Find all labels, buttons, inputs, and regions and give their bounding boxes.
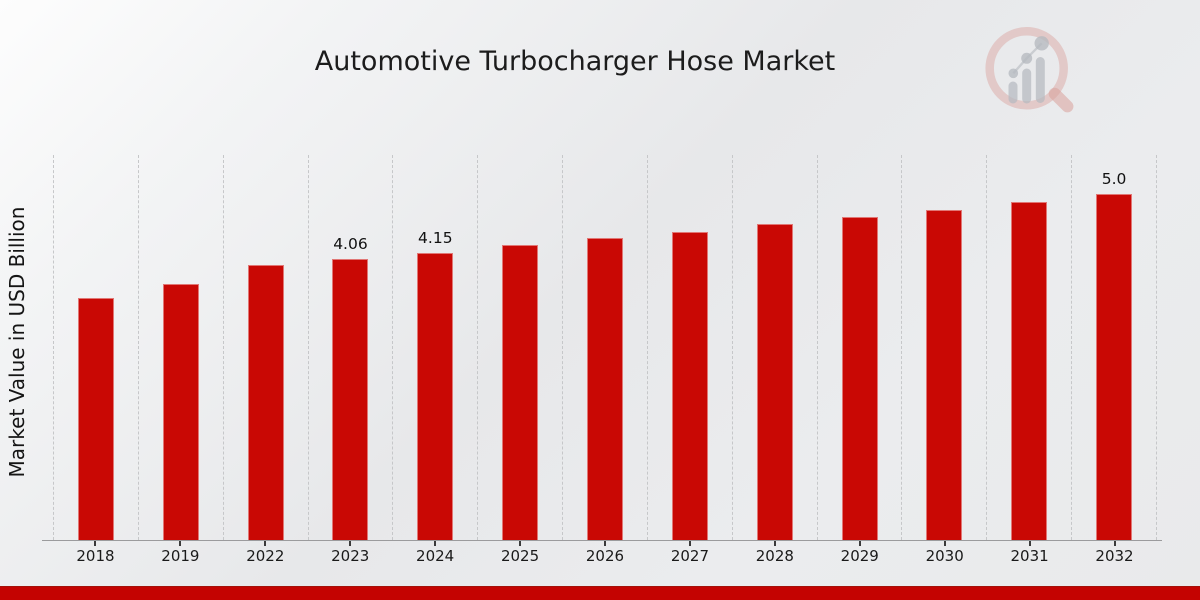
bar-2029: [841, 217, 878, 540]
x-axis-category-2029: 2029: [817, 541, 902, 565]
x-axis-tick: [519, 541, 522, 546]
bar-value-label-2032: 5.0: [1101, 170, 1127, 188]
x-axis-tick-label: 2031: [1010, 547, 1049, 565]
x-axis-tick-label: 2019: [161, 547, 200, 565]
x-axis-line: [42, 540, 1162, 541]
bar-2025: [502, 245, 539, 540]
x-axis-category-2022: 2022: [223, 541, 308, 565]
x-axis-category-2028: 2028: [732, 541, 817, 565]
plot-column-2025: [477, 155, 562, 540]
x-axis-tick-label: 2027: [670, 547, 709, 565]
x-axis-tick: [773, 541, 776, 546]
x-axis-category-2025: 2025: [478, 541, 563, 565]
bar-value-label-2024: 4.15: [418, 229, 453, 247]
plot-column-2031: [986, 155, 1071, 540]
x-axis-tick-label: 2028: [755, 547, 794, 565]
chart-title: Automotive Turbocharger Hose Market: [314, 46, 836, 77]
plot-column-2022: [222, 155, 308, 540]
x-axis-category-2031: 2031: [987, 541, 1072, 565]
magnifier-growth-chart-watermark-icon: [985, 27, 1074, 113]
x-axis-tick-label: 2024: [416, 547, 455, 565]
bar-2028: [756, 224, 793, 540]
plot-column-2019: [137, 155, 223, 540]
x-axis-category-2030: 2030: [902, 541, 987, 565]
x-axis-tick-label: 2032: [1095, 547, 1134, 565]
x-axis-tick-label: 2029: [840, 547, 879, 565]
bar-2024: [417, 253, 454, 540]
x-axis-tick-label: 2026: [585, 547, 625, 565]
x-axis-category-2018: 2018: [53, 541, 138, 565]
y-axis-label: Market Value in USD Billion: [5, 206, 29, 478]
plot-column-2030: [901, 155, 986, 540]
x-axis-tick: [264, 541, 267, 546]
bar-2032: [1096, 194, 1133, 540]
plot-area: 4.06 4.15 5.0: [53, 155, 1157, 540]
x-axis-category-2024: 2024: [393, 541, 478, 565]
x-axis-category-2027: 2027: [647, 541, 732, 565]
x-axis-tick: [1113, 541, 1116, 546]
plot-column-2027: [646, 155, 732, 540]
x-axis-tick-label: 2030: [925, 547, 964, 565]
x-axis-tick-label: 2018: [76, 547, 115, 565]
plot-column-2026: [562, 155, 647, 540]
x-axis-tick: [858, 541, 861, 546]
x-axis-tick-label: 2022: [246, 547, 285, 565]
plot-column-2018: [53, 155, 138, 540]
x-axis-tick-label: 2023: [331, 547, 370, 565]
x-axis-tick: [94, 541, 97, 546]
x-axis-category-2026: 2026: [563, 541, 648, 565]
x-axis: 2018 2019 2022 2023 2024 2025 2026 2027 2028 2029…: [53, 541, 1157, 565]
x-axis-category-2019: 2019: [138, 541, 223, 565]
bar-2030: [926, 210, 963, 540]
bar-2019: [162, 284, 199, 540]
bar-2018: [77, 298, 114, 540]
plot-column-2023: 4.06: [307, 155, 393, 540]
bar-2031: [1011, 202, 1048, 540]
bottom-red-band: [0, 586, 1200, 600]
x-axis-tick: [179, 541, 182, 546]
x-axis-tick-label: 2025: [500, 547, 540, 565]
x-axis-category-2023: 2023: [308, 541, 393, 565]
plot-column-2028: [731, 155, 817, 540]
x-axis-tick: [349, 541, 352, 546]
x-axis-tick: [688, 541, 691, 546]
x-axis-tick: [1028, 541, 1031, 546]
plot-column-2024: 4.15: [392, 155, 477, 540]
plot-column-2029: [816, 155, 902, 540]
bar-value-label-2023: 4.06: [333, 235, 368, 253]
bar-2027: [671, 232, 708, 540]
bar-2026: [586, 238, 623, 540]
x-axis-tick: [434, 541, 437, 546]
bar-2023: [332, 259, 369, 540]
x-axis-category-2032: 2032: [1072, 541, 1157, 565]
x-axis-tick: [943, 541, 946, 546]
bar-2022: [247, 265, 284, 540]
x-axis-tick: [603, 541, 606, 546]
plot-column-2032: 5.0: [1071, 155, 1157, 540]
